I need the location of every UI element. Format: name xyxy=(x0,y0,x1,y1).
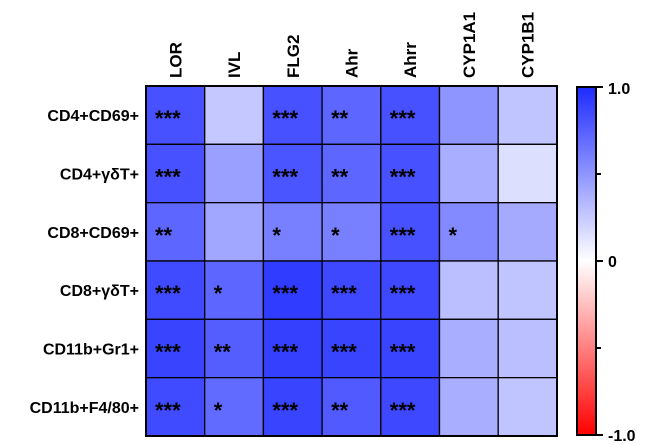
significance-mark: * xyxy=(214,398,223,423)
significance-mark: ** xyxy=(331,164,349,189)
heatmap-cell xyxy=(497,376,558,437)
heatmap-cell xyxy=(145,260,206,320)
column-label-lor: LOR xyxy=(166,42,185,78)
heatmap-cell xyxy=(438,318,499,379)
heatmap-cell xyxy=(438,85,499,145)
heatmap-cell xyxy=(321,376,382,437)
heatmap-cell xyxy=(497,260,558,320)
row-label: CD8+CD69+ xyxy=(47,225,139,242)
significance-mark: * xyxy=(214,281,223,306)
colorbar: 1.0 0 -1.0 xyxy=(576,81,636,445)
significance-mark: *** xyxy=(390,281,416,306)
significance-mark: *** xyxy=(272,164,298,189)
heatmap-cell xyxy=(262,318,323,379)
heatmap-cell xyxy=(204,202,265,262)
significance-mark: *** xyxy=(155,281,181,306)
column-label-ahrr: Ahrr xyxy=(401,42,420,78)
heatmap-cell xyxy=(497,318,558,379)
colorbar-tick-label: 1.0 xyxy=(608,81,630,98)
row-label: CD11b+F4/80+ xyxy=(30,400,139,417)
significance-mark: *** xyxy=(155,164,181,189)
row-labels: CD4+CD69+ CD4+γδT+ CD8+CD69+ CD8+γδT+ CD11b+… xyxy=(30,108,139,417)
heatmap-cell xyxy=(145,318,206,379)
significance-mark: ** xyxy=(155,223,173,248)
column-label-cyp1b1: CYP1B1 xyxy=(519,12,538,78)
heatmap-cells xyxy=(145,85,558,437)
heatmap-cell xyxy=(438,143,499,204)
colorbar-ticks: 1.0 0 -1.0 xyxy=(596,81,636,445)
row-label: CD8+γδT+ xyxy=(60,283,139,300)
heatmap-cell xyxy=(321,260,382,320)
heatmap-cell xyxy=(145,85,206,145)
heatmap-cell xyxy=(380,260,441,320)
column-label-cyp1a1: CYP1A1 xyxy=(460,12,479,78)
significance-mark: *** xyxy=(390,223,416,248)
significance-mark: ** xyxy=(331,398,349,423)
heatmap-cell xyxy=(380,376,441,437)
row-label: CD4+γδT+ xyxy=(60,166,139,183)
significance-marks: *** *** ** ****** *** ** ***** * * *** **** * *** ***… xyxy=(155,106,458,423)
colorbar-tick-label: 0 xyxy=(608,254,617,271)
heatmap-cell xyxy=(262,85,323,145)
heatmap-cell xyxy=(204,318,265,379)
significance-mark: *** xyxy=(390,398,416,423)
significance-mark: *** xyxy=(272,339,298,364)
significance-mark: *** xyxy=(390,106,416,131)
column-label-ivl: IVL xyxy=(225,52,244,78)
significance-mark: *** xyxy=(390,339,416,364)
heatmap-cell xyxy=(497,85,558,145)
heatmap-cell xyxy=(321,318,382,379)
significance-mark: * xyxy=(272,223,281,248)
significance-mark: *** xyxy=(272,398,298,423)
significance-mark: *** xyxy=(155,398,181,423)
heatmap-cell xyxy=(204,143,265,204)
heatmap-cell xyxy=(262,143,323,204)
heatmap-cell xyxy=(204,85,265,145)
heatmap-cell xyxy=(380,143,441,204)
colorbar-tick-label: -1.0 xyxy=(608,428,636,445)
column-label-flg2: FLG2 xyxy=(284,35,303,78)
heatmap-cell xyxy=(438,260,499,320)
significance-mark: *** xyxy=(155,106,181,131)
heatmap-cell xyxy=(262,202,323,262)
significance-mark: *** xyxy=(155,339,181,364)
significance-mark: ** xyxy=(214,339,232,364)
row-label: CD4+CD69+ xyxy=(47,108,139,125)
significance-mark: *** xyxy=(272,106,298,131)
significance-mark: *** xyxy=(331,281,357,306)
heatmap-cell xyxy=(380,202,441,262)
column-labels: LOR IVL FLG2 Ahr Ahrr CYP1A1 CYP1B1 xyxy=(166,12,537,78)
heatmap-cell xyxy=(438,376,499,437)
colorbar-gradient xyxy=(576,86,597,436)
significance-mark: *** xyxy=(331,339,357,364)
heatmap-frame xyxy=(145,85,558,437)
significance-mark: * xyxy=(331,223,340,248)
significance-mark: *** xyxy=(272,281,298,306)
significance-mark: * xyxy=(449,223,458,248)
row-label: CD11b+Gr1+ xyxy=(43,341,139,358)
significance-mark: ** xyxy=(331,106,349,131)
column-label-ahr: Ahr xyxy=(342,48,361,78)
significance-mark: *** xyxy=(390,164,416,189)
heatmap-cell xyxy=(262,260,323,320)
heatmap-cell xyxy=(497,143,558,204)
heatmap-cell xyxy=(380,318,441,379)
heatmap-cell xyxy=(497,202,558,262)
